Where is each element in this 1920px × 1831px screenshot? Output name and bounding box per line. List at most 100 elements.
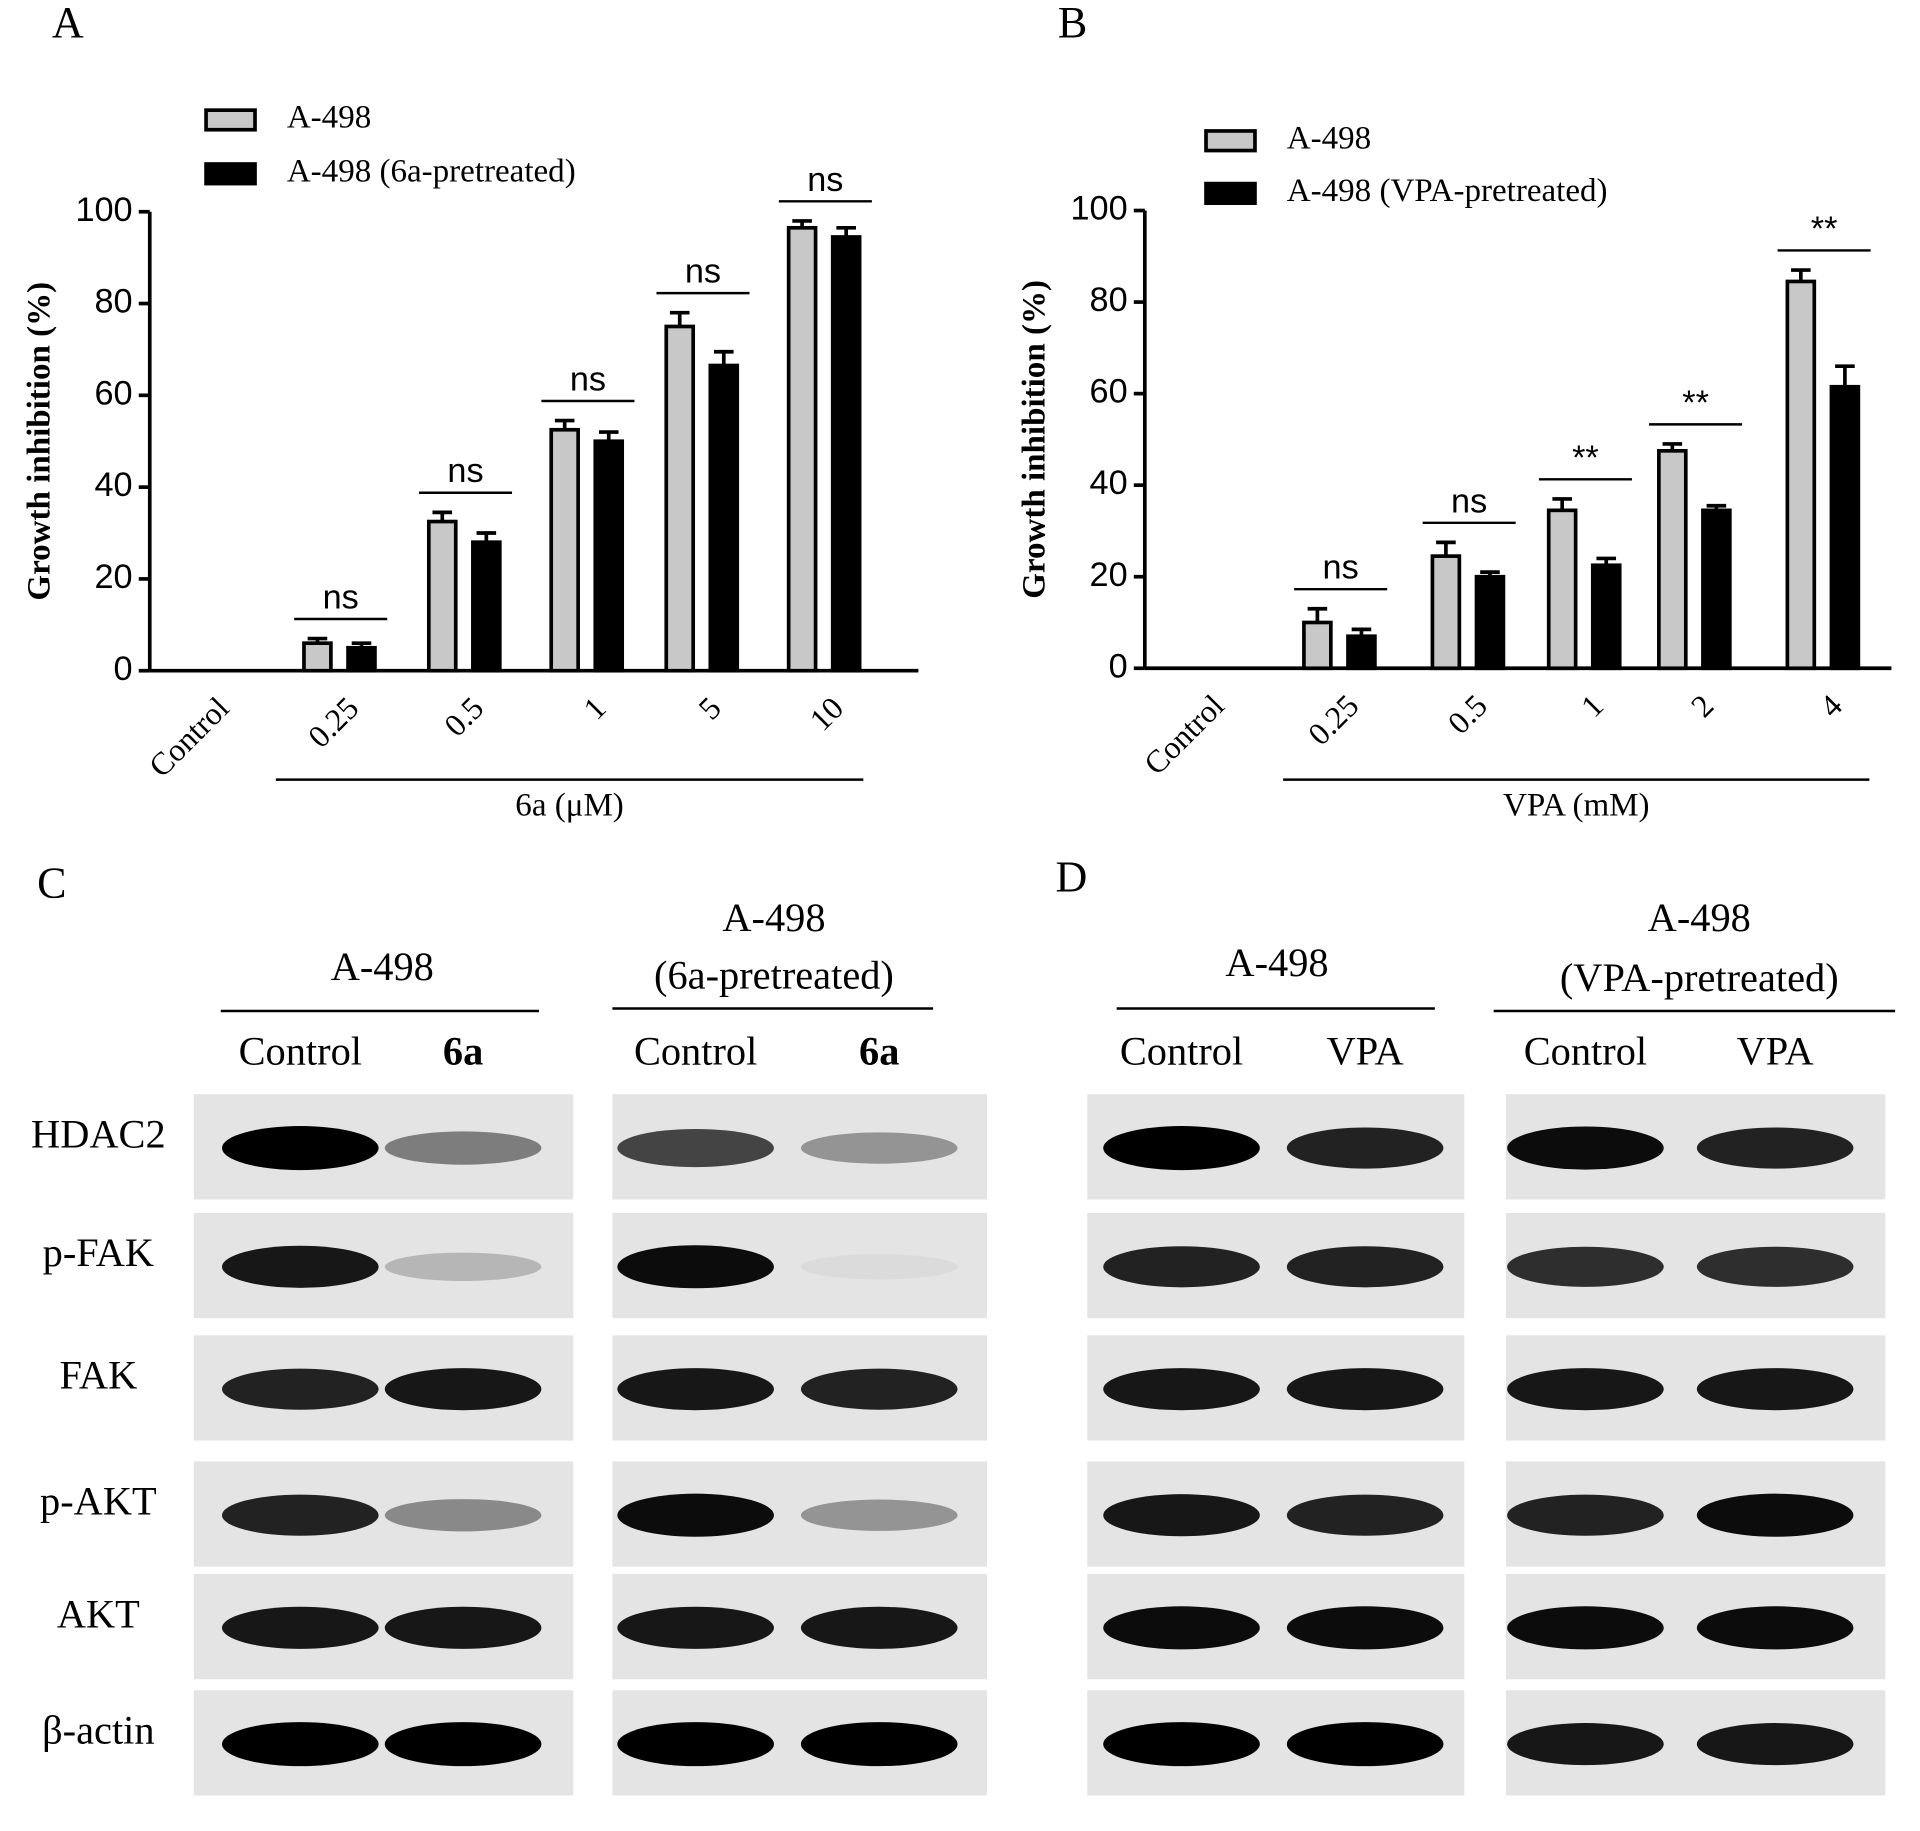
blot-band: [1103, 1494, 1260, 1537]
group-title: A-498: [722, 895, 825, 940]
legend-label: A-498 (6a-pretreated): [287, 153, 576, 189]
y-tick-label: 100: [75, 191, 132, 229]
bar: [664, 324, 696, 673]
blot-band: [617, 1722, 774, 1767]
y-tick-label: 80: [94, 283, 132, 321]
error-bar: [554, 418, 575, 430]
bar: [1546, 508, 1578, 671]
significance-label: ns: [1451, 482, 1487, 520]
legend-swatch: [1204, 181, 1257, 206]
blot-band: [1286, 1606, 1444, 1650]
blot-band: [384, 1368, 542, 1411]
blot-band: [800, 1368, 958, 1410]
y-tick-label: 0: [1109, 647, 1128, 685]
bar: [1701, 508, 1732, 671]
blot-band: [1507, 1246, 1664, 1287]
bar: [786, 225, 818, 673]
group-title: A-498: [331, 944, 434, 989]
blot-band: [1103, 1722, 1260, 1767]
lane-label: Control: [1524, 1028, 1647, 1073]
error-bar: [1436, 540, 1456, 557]
group-title: A-498: [1225, 940, 1328, 985]
y-tick-label: 20: [1090, 556, 1128, 594]
blot-band: [1696, 1127, 1854, 1169]
blot-band: [1507, 1494, 1664, 1536]
error-bar: [1791, 268, 1811, 282]
row-label: p-FAK: [43, 1230, 154, 1275]
blot-band: [384, 1606, 542, 1649]
x-tick-label: 4: [1813, 688, 1849, 724]
bar: [426, 519, 458, 673]
y-axis-label: Growth inhibition (%): [22, 282, 58, 601]
significance-label: ns: [1323, 549, 1359, 587]
panel-label: B: [1058, 0, 1087, 47]
blot-band: [800, 1606, 958, 1649]
blot-band: [800, 1722, 958, 1767]
x-tick-label: Control: [1137, 688, 1231, 782]
error-bar: [476, 531, 497, 543]
blot-band: [1507, 1606, 1664, 1650]
blot-band: [1103, 1368, 1260, 1411]
y-tick-label: 0: [114, 650, 133, 688]
x-tick-label: 0.5: [1441, 688, 1494, 741]
bar: [1474, 574, 1506, 671]
error-bar: [1596, 556, 1617, 566]
bar: [549, 427, 580, 673]
bar: [1657, 448, 1688, 671]
x-tick-label: 1: [577, 690, 613, 726]
significance-label: **: [1572, 439, 1599, 477]
blot-band: [1103, 1246, 1260, 1288]
significance-label: **: [1811, 210, 1838, 248]
error-bar: [836, 225, 856, 237]
blot-band: [800, 1254, 958, 1280]
blot-band: [617, 1368, 774, 1411]
legend-label: A-498: [1287, 120, 1371, 156]
blot-band: [221, 1494, 379, 1536]
legend-swatch: [1204, 129, 1257, 153]
blot-band: [384, 1252, 542, 1281]
legend-swatch: [204, 162, 257, 186]
blot-band: [1507, 1126, 1664, 1170]
bar: [1590, 563, 1622, 671]
blot-band: [1696, 1493, 1854, 1537]
blot-band: [617, 1245, 774, 1289]
group-title: A-498: [1648, 895, 1751, 940]
x-tick-label: 0.5: [437, 690, 490, 743]
panel-label: D: [1055, 852, 1087, 901]
blot-band: [1103, 1126, 1260, 1171]
y-tick-label: 100: [1071, 190, 1128, 228]
blot-band: [617, 1128, 774, 1168]
significance-label: ns: [447, 452, 483, 490]
y-tick-label: 20: [94, 558, 132, 596]
blot-band: [384, 1131, 542, 1165]
lane-label: Control: [634, 1028, 757, 1073]
panel-label: A: [52, 0, 84, 47]
blot-band: [1103, 1606, 1260, 1650]
bar: [471, 540, 502, 673]
blot-band: [1507, 1368, 1664, 1411]
x-axis-label: 6a (μM): [515, 787, 624, 823]
bar: [346, 645, 377, 673]
panel-label: C: [37, 858, 66, 907]
blot-band: [1696, 1368, 1854, 1411]
blot-band: [800, 1499, 958, 1531]
bar: [593, 439, 625, 673]
y-tick-label: 40: [1090, 464, 1128, 502]
error-bar: [1480, 570, 1500, 577]
bar: [1430, 554, 1462, 671]
error-bar: [351, 641, 372, 648]
lane-label: VPA: [1327, 1028, 1404, 1073]
lane-label: 6a: [443, 1028, 483, 1073]
row-label: FAK: [59, 1353, 137, 1398]
error-bar: [1835, 364, 1855, 387]
y-tick-label: 60: [1090, 373, 1128, 411]
error-bar: [598, 430, 619, 442]
y-axis-label: Growth inhibition (%): [1017, 280, 1053, 599]
blot-band: [1696, 1246, 1854, 1287]
blot-band: [1286, 1722, 1444, 1767]
significance-label: ns: [570, 360, 606, 398]
x-tick-label: 2: [1684, 688, 1720, 724]
bar: [302, 641, 333, 673]
blot-band: [1286, 1127, 1444, 1169]
